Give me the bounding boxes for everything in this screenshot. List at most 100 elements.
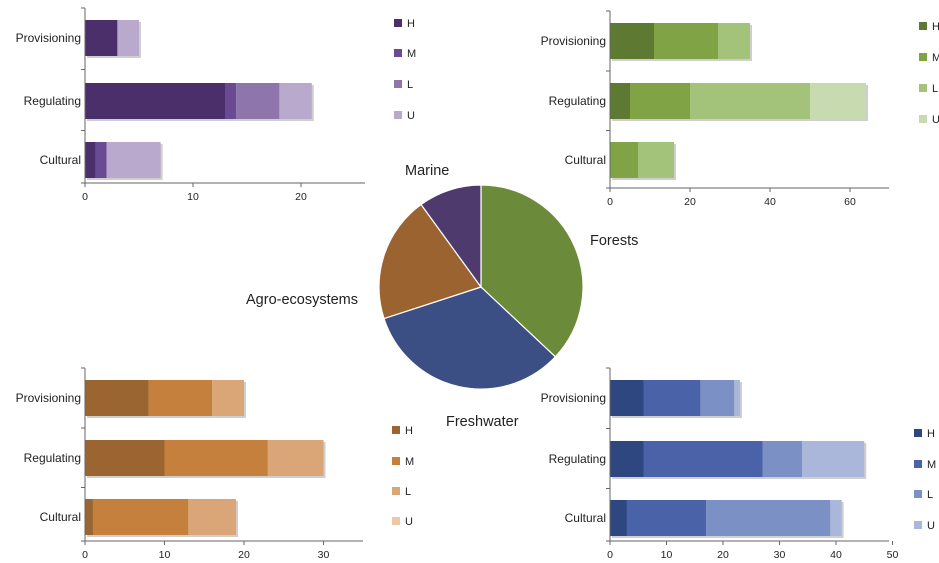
pie-slice-agro-ecosystems [378, 203, 482, 320]
legend-label: L [405, 486, 411, 498]
legend-label: H [407, 18, 415, 30]
bar-segment-h [85, 499, 93, 535]
bar-segment-m [626, 500, 707, 536]
category-label: Provisioning [541, 34, 606, 48]
bar-segment-u [810, 83, 866, 119]
bar-segment-m [92, 499, 189, 535]
category-label: Cultural [40, 510, 81, 524]
legend-swatch-l [394, 80, 402, 88]
legend-label: U [405, 516, 413, 528]
x-tick-label: 50 [887, 549, 899, 561]
category-label: Cultural [565, 511, 606, 525]
bar-segment-h [85, 20, 118, 56]
bar-segment-m [643, 441, 763, 477]
bar-segment-l [718, 23, 750, 59]
x-tick-label: 20 [238, 549, 250, 561]
legend-label: U [407, 110, 415, 122]
pie-label: Forests [590, 233, 638, 249]
legend-swatch-m [919, 53, 927, 61]
bar-segment-m [610, 142, 638, 178]
category-label: Provisioning [16, 391, 81, 405]
x-tick-label: 10 [661, 549, 673, 561]
x-tick-label: 0 [607, 549, 613, 561]
bar-segment-u [802, 441, 865, 477]
category-label: Regulating [24, 94, 81, 108]
category-label: Cultural [565, 153, 606, 167]
bar-segment-m [654, 23, 718, 59]
bar-segment-h [85, 440, 165, 476]
x-tick-label: 20 [717, 549, 729, 561]
bar-segment-m [643, 380, 701, 416]
legend-label: H [932, 21, 939, 33]
bar-segment-h [610, 380, 644, 416]
category-label: Regulating [24, 451, 81, 465]
category-label: Regulating [549, 94, 606, 108]
legend-swatch-l [914, 490, 922, 498]
category-label: Regulating [549, 452, 606, 466]
legend-swatch-h [392, 426, 400, 434]
legend-label: L [927, 489, 933, 501]
x-tick-label: 30 [318, 549, 330, 561]
pie-slice-forests [480, 184, 584, 358]
bar-segment-m [148, 380, 213, 416]
bar-segment-m [225, 83, 237, 119]
bar-segment-l [236, 83, 280, 119]
x-tick-label: 40 [764, 196, 776, 208]
bar-segment-u [117, 20, 139, 56]
bar-segment-u [106, 142, 161, 178]
legend-swatch-u [392, 517, 400, 525]
legend-swatch-l [919, 84, 927, 92]
legend-swatch-u [919, 115, 927, 123]
bar-segment-u [734, 380, 740, 416]
bar-segment-m [164, 440, 268, 476]
bar-chart-freshwater: Provisioning Regulating Cultural 0 10 20 30 40 5… [541, 367, 936, 561]
bar-chart-agro-ecosystems: Provisioning Regulating Cultural 0 10 20 30 H M L… [16, 367, 414, 561]
legend-label: U [927, 520, 935, 532]
x-tick-label: 30 [774, 549, 786, 561]
bar-segment-l [690, 83, 810, 119]
bar-segment-m [95, 142, 107, 178]
x-tick-label: 20 [684, 196, 696, 208]
bar-segment-l [212, 380, 244, 416]
legend-label: H [405, 425, 413, 437]
bar-segment-l [762, 441, 803, 477]
legend-swatch-m [914, 460, 922, 468]
legend-swatch-h [394, 19, 402, 27]
legend-label: M [927, 459, 936, 471]
legend-swatch-m [392, 457, 400, 465]
legend-swatch-u [394, 111, 402, 119]
legend-swatch-l [392, 487, 400, 495]
bar-segment-l [706, 500, 831, 536]
legend-label: M [407, 48, 416, 60]
bar-segment-m [630, 83, 690, 119]
category-label: Cultural [40, 153, 81, 167]
legend-label: L [407, 79, 413, 91]
legend-label: M [405, 456, 414, 468]
category-label: Provisioning [541, 391, 606, 405]
category-label: Provisioning [16, 31, 81, 45]
x-tick-label: 0 [82, 549, 88, 561]
bar-segment-h [610, 500, 627, 536]
pie-label: Marine [405, 163, 449, 179]
x-tick-label: 0 [82, 191, 88, 203]
legend-swatch-m [394, 49, 402, 57]
x-tick-label: 10 [159, 549, 171, 561]
bar-segment-h [610, 83, 630, 119]
legend-swatch-h [914, 429, 922, 437]
x-tick-label: 60 [844, 196, 856, 208]
bar-segment-h [85, 142, 96, 178]
legend-swatch-u [914, 521, 922, 529]
legend-swatch-h [919, 22, 927, 30]
bar-chart-marine: Provisioning Regulating Cultural 0 10 20 H M L U [16, 7, 416, 203]
pie-slice-marine [420, 184, 482, 289]
pie-slice-freshwater [383, 286, 557, 390]
bar-segment-l [638, 142, 674, 178]
bar-segment-u [830, 500, 842, 536]
bar-segment-u [279, 83, 312, 119]
bar-segment-h [85, 380, 149, 416]
bar-segment-h [85, 83, 226, 119]
x-tick-label: 0 [607, 196, 613, 208]
pie-label: Freshwater [446, 414, 519, 430]
x-tick-label: 40 [830, 549, 842, 561]
